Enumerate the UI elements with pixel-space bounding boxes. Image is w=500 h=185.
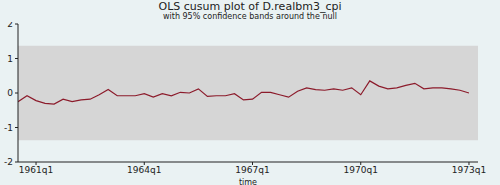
svg-text:1967q1: 1967q1 xyxy=(235,165,269,175)
svg-text:1964q1: 1964q1 xyxy=(127,165,161,175)
svg-text:-1: -1 xyxy=(8,123,13,133)
svg-text:1: 1 xyxy=(8,54,13,64)
svg-text:2: 2 xyxy=(8,22,13,29)
svg-text:0: 0 xyxy=(8,88,13,98)
svg-text:-2: -2 xyxy=(8,157,13,167)
svg-text:1961q1: 1961q1 xyxy=(19,165,53,175)
svg-text:1973q1: 1973q1 xyxy=(452,165,486,175)
svg-text:1970q1: 1970q1 xyxy=(344,165,378,175)
html-text:OLS cusum plot of D.realbm3_cp: OLS cusum plot of D.realbm3_cpi xyxy=(158,0,342,13)
html-text:with 95% confidence bands arou: with 95% confidence bands around the nul… xyxy=(163,12,337,21)
svg-text:time: time xyxy=(239,178,257,185)
